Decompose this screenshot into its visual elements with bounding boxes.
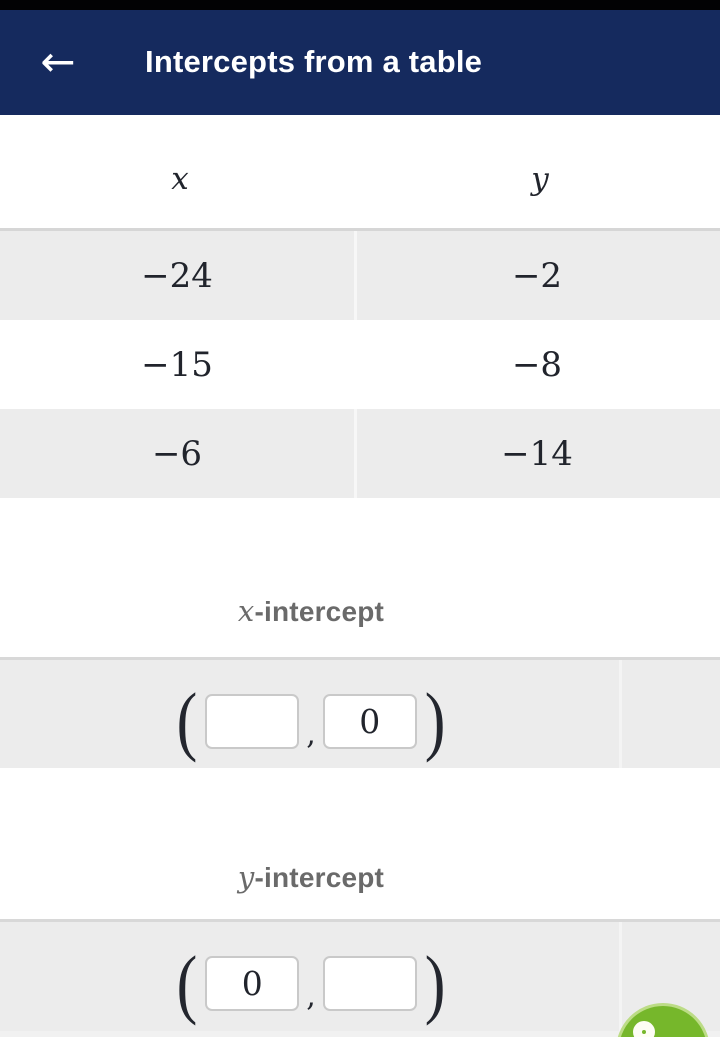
x-intercept-coordinate-group: ( , )	[0, 660, 622, 768]
cell-x-value: −15	[0, 320, 357, 409]
cell-y-value: −14	[501, 433, 573, 474]
y-intercept-answer-band: ( , )	[0, 919, 720, 1037]
cell-y-value: −8	[511, 344, 563, 385]
x-intercept-label-rest: -intercept	[254, 596, 385, 627]
x-intercept-label-variable: x	[237, 594, 255, 628]
table-header-row: x y	[0, 115, 720, 228]
back-arrow-icon: ←	[40, 37, 76, 86]
table-row: −15 −8	[0, 320, 720, 409]
y-intercept-y-input[interactable]	[322, 956, 417, 1011]
open-paren: (	[176, 941, 198, 1026]
x-intercept-label: x-intercept	[0, 594, 622, 628]
x-intercept-answer-band: ( , )	[0, 657, 720, 768]
comma-separator: ,	[306, 716, 316, 752]
data-table: −24 −2 −15 −8 −6 −14	[0, 228, 720, 498]
column-header-y: y	[531, 160, 549, 197]
table-row: −24 −2	[0, 231, 720, 320]
table-row: −6 −14	[0, 409, 720, 498]
app-bar: ← Intercepts from a table	[0, 10, 720, 115]
page-title: Intercepts from a table	[145, 44, 483, 79]
y-intercept-label: y-intercept	[0, 860, 622, 894]
back-button[interactable]: ←	[28, 32, 88, 92]
close-paren: )	[424, 941, 446, 1026]
open-paren: (	[176, 678, 198, 764]
band-column-divider	[619, 660, 622, 768]
bottom-edge-strip	[0, 1031, 720, 1037]
y-intercept-label-variable: y	[237, 860, 255, 894]
cell-y-value: −2	[511, 255, 563, 296]
cell-x-value: −24	[0, 231, 357, 320]
band-column-divider	[619, 922, 622, 1037]
y-intercept-label-rest: -intercept	[254, 862, 385, 893]
close-paren: )	[424, 678, 446, 764]
x-intercept-y-input[interactable]	[322, 693, 417, 749]
y-intercept-coordinate-group: ( , )	[0, 922, 622, 1037]
y-intercept-x-input[interactable]	[205, 956, 300, 1011]
mascot-ring-icon	[633, 1021, 655, 1037]
cell-x-value: −6	[0, 409, 357, 498]
comma-separator: ,	[306, 979, 316, 1014]
status-bar	[0, 0, 720, 10]
x-intercept-x-input[interactable]	[205, 693, 300, 749]
column-header-x: x	[171, 160, 189, 197]
